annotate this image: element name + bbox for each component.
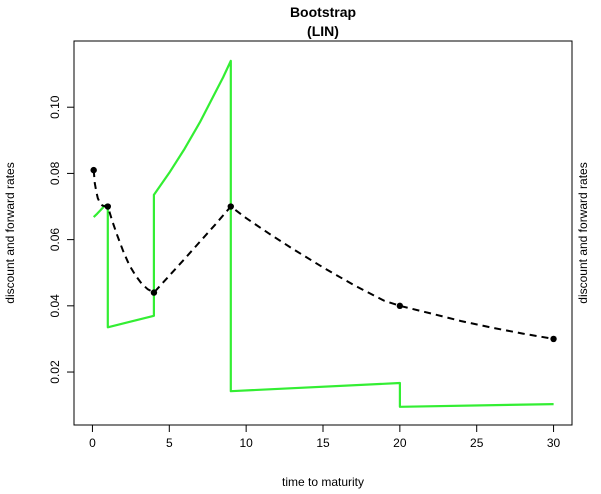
- chart-title: Bootstrap: [290, 4, 356, 20]
- series-layer: [92, 59, 554, 408]
- marker-layer: [90, 166, 557, 343]
- data-point: [550, 335, 557, 343]
- y-axis-label: discount and forward rates: [3, 162, 17, 303]
- x-tick-label: 10: [239, 436, 253, 450]
- x-axis: 0 5 10 15 20 25 30: [89, 425, 561, 450]
- x-tick-label: 30: [547, 436, 561, 450]
- x-tick-label: 25: [470, 436, 484, 450]
- x-tick-label: 20: [393, 436, 407, 450]
- forward-rate-line: [92, 59, 554, 408]
- y-tick-label: 0.10: [48, 95, 62, 119]
- y-axis-label-right: discount and forward rates: [576, 162, 590, 303]
- data-point: [90, 166, 97, 174]
- y-tick-label: 0.02: [48, 360, 62, 384]
- y-tick-label: 0.08: [48, 161, 62, 185]
- discount-rate-line: [92, 170, 554, 340]
- data-point: [104, 203, 112, 210]
- x-tick-label: 15: [316, 436, 330, 450]
- x-tick-label: 0: [89, 436, 96, 450]
- x-axis-label: time to maturity: [282, 475, 364, 489]
- y-tick-label: 0.06: [48, 228, 62, 252]
- data-point: [150, 289, 158, 296]
- chart-subtitle: (LIN): [307, 23, 339, 39]
- plot-frame: [73, 40, 573, 426]
- data-point: [227, 203, 234, 210]
- x-tick-label: 5: [166, 436, 173, 450]
- y-axis: 0.02 0.04 0.06 0.08 0.10: [48, 95, 74, 384]
- data-point: [396, 302, 404, 310]
- y-tick-label: 0.04: [48, 294, 62, 318]
